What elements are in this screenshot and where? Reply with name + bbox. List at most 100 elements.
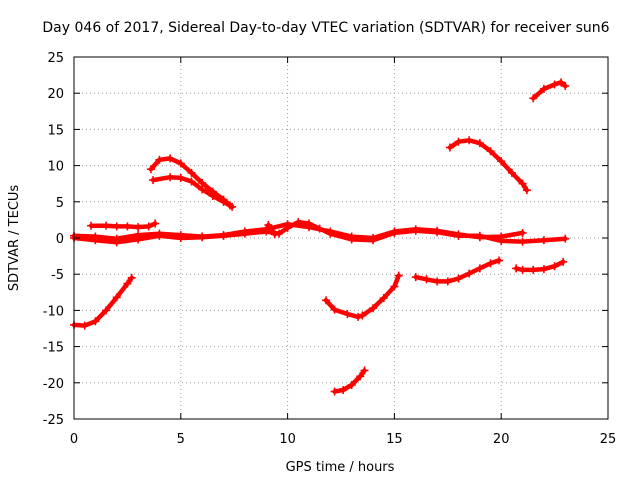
y-tick-label: 25 — [47, 51, 64, 66]
data-point — [176, 231, 185, 240]
data-point — [112, 293, 121, 302]
data-point — [561, 234, 570, 243]
data-point — [102, 306, 111, 315]
data-point — [322, 296, 331, 305]
data-point — [155, 155, 164, 164]
data-point — [465, 269, 474, 278]
data-point — [187, 168, 196, 177]
data-point — [539, 236, 548, 245]
x-tick-label: 15 — [386, 432, 403, 447]
data-point — [475, 233, 484, 242]
data-point — [304, 223, 313, 232]
data-point — [198, 185, 207, 194]
data-point — [347, 380, 356, 389]
y-tick-label: 0 — [56, 232, 64, 247]
data-point — [198, 232, 207, 241]
data-point — [518, 179, 527, 188]
data-point — [219, 231, 228, 240]
data-point — [134, 223, 143, 232]
data-point — [343, 310, 352, 319]
data-point — [360, 366, 369, 375]
data-point — [87, 221, 96, 230]
data-point — [240, 227, 249, 236]
data-point — [149, 176, 158, 185]
data-point — [497, 157, 506, 166]
data-point — [166, 154, 175, 163]
data-point — [330, 387, 339, 396]
y-tick-label: 15 — [47, 123, 64, 138]
data-point — [550, 262, 559, 271]
data-point — [539, 265, 548, 274]
data-point — [433, 226, 442, 235]
data-point — [475, 264, 484, 273]
data-point — [561, 81, 570, 90]
x-axis-label: GPS time / hours — [286, 460, 395, 475]
data-point — [454, 274, 463, 283]
data-point — [91, 317, 100, 326]
data-point — [127, 273, 136, 282]
x-tick-label: 0 — [70, 432, 78, 447]
x-tick-label: 10 — [279, 432, 296, 447]
y-axis-label: SDTVAR / TECUs — [7, 185, 22, 292]
data-point — [465, 136, 474, 145]
data-point — [518, 237, 527, 246]
data-point — [339, 386, 348, 395]
data-point — [208, 192, 217, 201]
data-point — [219, 197, 228, 206]
data-layer — [70, 78, 570, 396]
data-point — [550, 80, 559, 89]
data-point — [454, 137, 463, 146]
data-point — [529, 94, 538, 103]
data-point — [102, 221, 111, 230]
data-point — [512, 264, 521, 273]
y-tick-label: -10 — [43, 304, 64, 319]
data-point — [330, 305, 339, 314]
data-point — [347, 232, 356, 241]
data-point — [123, 279, 132, 288]
data-point — [557, 78, 566, 87]
data-point — [112, 222, 121, 231]
data-point — [411, 225, 420, 234]
data-point — [134, 231, 143, 240]
data-point — [411, 273, 420, 282]
data-point — [326, 227, 335, 236]
series-arc-g — [266, 222, 278, 237]
y-tick-label: 20 — [47, 87, 64, 102]
y-tick-label: 5 — [56, 196, 64, 211]
series-arc-f — [71, 221, 525, 241]
x-tick-label: 20 — [493, 432, 510, 447]
data-point — [270, 230, 279, 239]
data-point — [445, 143, 454, 152]
data-point — [390, 227, 399, 236]
data-point — [225, 201, 234, 210]
data-point — [283, 220, 292, 229]
y-tick-label: 10 — [47, 160, 64, 175]
data-point — [80, 321, 89, 330]
tick-layer: 0 5 10 15 20 25 -25 -20 -15 -10 -5 0 5 10 15 20 25 — [43, 51, 617, 447]
data-point — [390, 282, 399, 291]
series-arc-h — [447, 138, 530, 193]
data-point — [539, 84, 548, 93]
chart-title: Day 046 of 2017, Sidereal Day-to-day VTE… — [42, 20, 609, 36]
data-point — [379, 294, 388, 303]
data-point — [91, 232, 100, 241]
data-point — [358, 311, 367, 320]
x-tick-label: 5 — [177, 432, 185, 447]
y-tick-label: -20 — [43, 377, 64, 392]
data-point — [518, 228, 527, 237]
data-point — [433, 277, 442, 286]
data-point — [151, 219, 160, 228]
x-tick-label: 25 — [600, 432, 617, 447]
data-point — [486, 259, 495, 268]
data-point — [559, 257, 568, 266]
data-point — [356, 372, 365, 381]
y-tick-label: -15 — [43, 341, 64, 356]
data-point — [123, 222, 132, 231]
data-point — [497, 232, 506, 241]
data-point — [264, 220, 273, 229]
data-point — [454, 230, 463, 239]
data-point — [507, 168, 516, 177]
data-point — [495, 256, 504, 265]
data-point — [422, 275, 431, 284]
